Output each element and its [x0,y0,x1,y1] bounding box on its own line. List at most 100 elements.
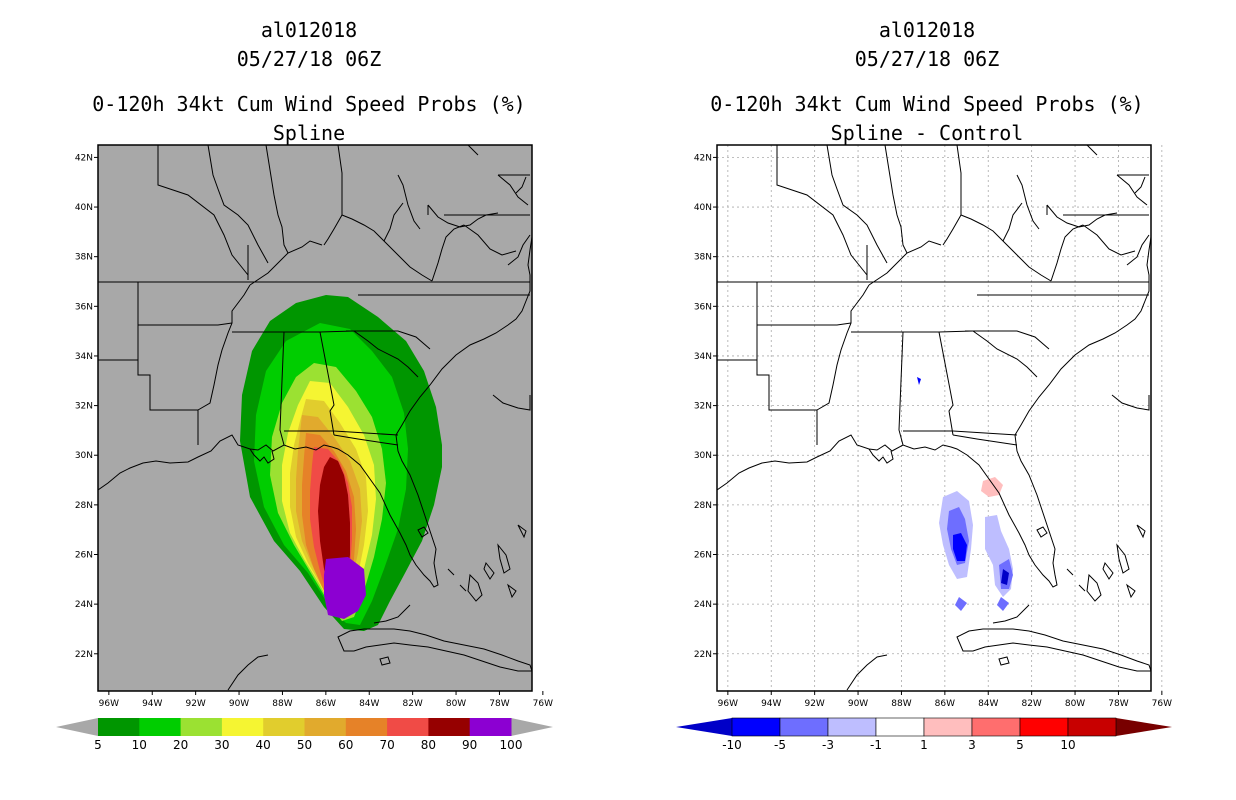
right-xtick-label: 88W [891,699,911,709]
right-datetime: 05/27/18 06Z [854,47,1000,71]
left-ytick-label: 36N [75,302,93,312]
left-ytick-label: 30N [75,451,93,461]
left-colorbar-swatch [387,718,429,736]
right-ytick-label: 26N [694,551,712,561]
left-xtick-label: 90W [229,699,249,709]
left-probability-fill [240,295,442,631]
right-colorbar-swatch [1019,717,1069,737]
left-colorbar-swatch [221,718,264,736]
left-ytick-label: 24N [75,600,93,610]
right-ytick-label: 34N [694,352,712,362]
left-colorbar-label: 40 [256,738,271,752]
left-ytick-label: 40N [75,203,93,213]
right-ytick-label: 42N [694,153,712,163]
left-colorbar-swatch [304,718,347,736]
right-colorbar-swatch [875,717,925,737]
right-ytick-label: 28N [694,501,712,511]
diff-negative-3-southwest [955,597,967,611]
right-colorbar: -10 -5 -3 -1 1 3 5 10 [676,717,1172,752]
right-xtick-label: 90W [848,699,868,709]
left-storm-id: al012018 [260,18,358,42]
right-colorbar-swatch [971,717,1021,737]
left-colorbar-label: 10 [132,738,147,752]
left-xtick-label: 80W [446,699,466,709]
left-colorbar-swatch [469,718,512,736]
prob-band-90 [324,557,366,619]
left-xtick-label: 82W [402,699,422,709]
right-map-background [717,145,1151,691]
left-xtick-label: 92W [185,699,205,709]
left-xtick-label: 96W [99,699,119,709]
right-gridlines [717,145,1163,691]
left-panel-title: al012018 05/27/18 06Z 0-120h 34kt Cum Wi… [0,16,618,148]
right-xtick-label: 82W [1021,699,1041,709]
right-ytick-label: 36N [694,302,712,312]
left-datetime: 05/27/18 06Z [236,47,382,71]
left-ytick-label: 28N [75,501,93,511]
left-colorbar-label: 50 [297,738,312,752]
diff-negative-5-west [953,533,967,561]
right-ytick-label: 24N [694,600,712,610]
left-colorbar-over-arrow [511,718,553,736]
right-xtick-label: 92W [804,699,824,709]
right-ytick-label: 32N [694,402,712,412]
right-axis-ticks: 96W 94W 92W 90W 88W 86W 84W 82W 80W 78W 76W 22N 24N 2… [694,153,1172,709]
right-xtick-label: 78W [1108,699,1128,709]
right-xtick-label: 86W [935,699,955,709]
left-ytick-label: 42N [75,153,93,163]
left-product: 0-120h 34kt Cum Wind Speed Probs (%) [92,92,526,116]
right-ytick-label: 40N [694,203,712,213]
right-colorbar-label: -5 [774,738,786,752]
left-xtick-label: 86W [316,699,336,709]
right-xtick-label: 76W [1152,699,1172,709]
left-xtick-label: 94W [142,699,162,709]
left-colorbar-label: 5 [94,738,102,752]
left-colorbar-under-arrow [56,718,98,736]
right-xtick-label: 94W [761,699,781,709]
right-colorbar-swatch [1067,717,1117,737]
left-ytick-label: 22N [75,650,93,660]
right-colorbar-label: -1 [870,738,882,752]
right-xtick-label: 84W [978,699,998,709]
right-panel-title: al012018 05/27/18 06Z 0-120h 34kt Cum Wi… [618,16,1236,148]
left-colorbar-label: 30 [214,738,229,752]
left-colorbar-label: 20 [173,738,188,752]
left-xtick-label: 84W [359,699,379,709]
right-colorbar-label: 1 [920,738,928,752]
right-xtick-label: 96W [718,699,738,709]
diff-negative-3-southeast [997,597,1009,611]
right-xtick-label: 80W [1065,699,1085,709]
left-xtick-label: 78W [489,699,509,709]
left-colorbar-label: 70 [379,738,394,752]
left-map-frame [97,144,533,692]
left-ytick-label: 34N [75,352,93,362]
left-colorbar-label: 90 [462,738,477,752]
right-subtitle: Spline - Control [830,121,1024,145]
right-colorbar-label: 10 [1060,738,1075,752]
left-colorbar-swatch [428,718,471,736]
left-colorbar-label: 100 [500,738,523,752]
diff-positive-1 [981,477,1003,497]
left-colorbar-label: 60 [338,738,353,752]
right-difference-fill [917,377,1013,611]
right-colorbar-swatch [779,717,829,737]
right-map-area [716,144,1163,692]
right-storm-id: al012018 [878,18,976,42]
left-colorbar-swatch [263,718,305,736]
right-colorbar-label: -10 [722,738,742,752]
right-ytick-label: 22N [694,650,712,660]
right-colorbar-label: -3 [822,738,834,752]
right-product: 0-120h 34kt Cum Wind Speed Probs (%) [710,92,1144,116]
left-ytick-label: 26N [75,551,93,561]
left-xtick-label: 88W [272,699,292,709]
right-colorbar-under-arrow [676,718,732,736]
left-colorbar-swatch [345,718,388,736]
right-colorbar-swatch [731,717,781,737]
right-colorbar-swatch [923,717,973,737]
right-colorbar-swatch [827,717,877,737]
right-colorbar-over-arrow [1116,718,1172,736]
right-colorbar-label: 5 [1016,738,1024,752]
left-axis-ticks: 96W 94W 92W 90W 88W 86W 84W 82W 80W 78W 76W 22N 24N 2… [75,153,553,709]
